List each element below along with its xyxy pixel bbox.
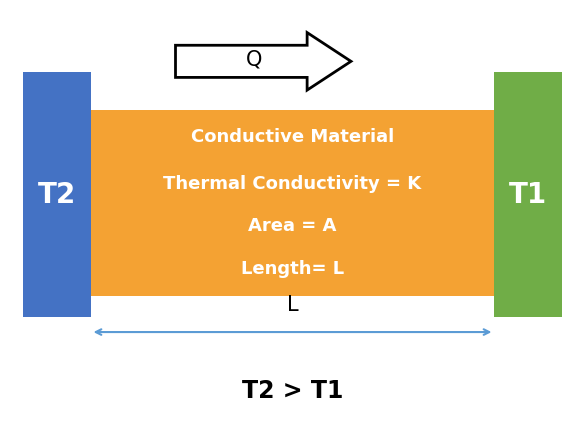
Text: T2 > T1: T2 > T1 [242,379,343,403]
Text: Thermal Conductivity = K: Thermal Conductivity = K [163,175,422,193]
Text: Q: Q [246,49,263,69]
Polygon shape [176,33,351,90]
Text: Conductive Material: Conductive Material [191,129,394,146]
Bar [23,72,91,317]
Bar [494,72,562,317]
Text: L: L [287,295,298,315]
Bar [91,110,494,296]
Text: Area = A: Area = A [248,217,337,235]
Text: Length= L: Length= L [241,260,344,277]
Text: T2: T2 [38,181,76,209]
Text: T1: T1 [509,181,547,209]
